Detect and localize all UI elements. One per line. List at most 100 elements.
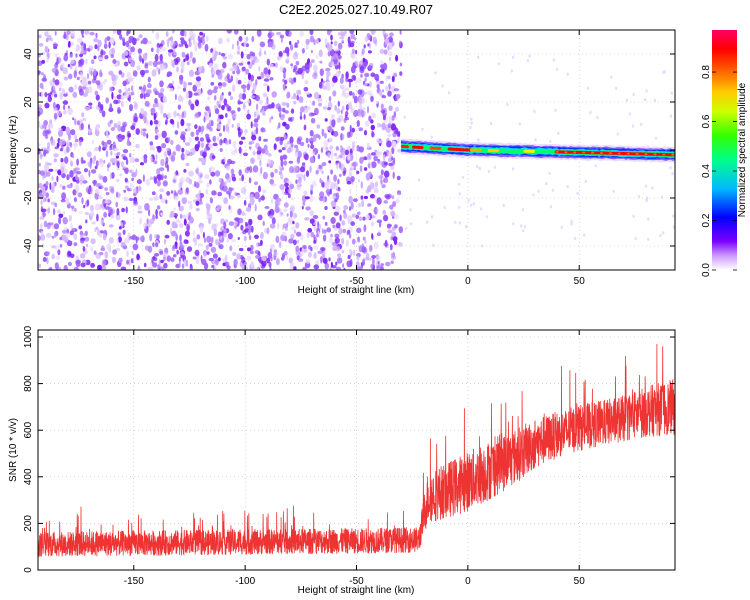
noise-speckle <box>317 250 323 254</box>
noise-speckle <box>190 131 195 137</box>
noise-speckle <box>91 140 94 144</box>
noise-speckle <box>140 107 145 115</box>
noise-speckle <box>195 129 200 136</box>
snr-x-axis-label: Height of straight line (km) <box>298 585 415 596</box>
colorbar-tick-label: 0.8 <box>701 65 712 79</box>
noise-speckle <box>175 245 178 250</box>
noise-speckle <box>256 150 262 155</box>
noise-speckle <box>280 211 283 216</box>
noise-speckle <box>171 230 177 237</box>
noise-speckle <box>533 109 536 113</box>
noise-speckle <box>643 98 647 102</box>
noise-speckle <box>361 107 366 111</box>
noise-speckle <box>317 154 321 160</box>
noise-speckle <box>269 63 274 68</box>
noise-speckle <box>248 177 252 184</box>
noise-speckle <box>263 50 267 55</box>
noise-speckle <box>67 105 70 109</box>
signal-core <box>404 145 409 149</box>
colorbar-tick-label: 0.6 <box>701 114 712 128</box>
noise-speckle <box>383 161 389 166</box>
noise-speckle <box>159 188 164 193</box>
noise-speckle <box>387 90 392 97</box>
noise-speckle <box>117 120 122 127</box>
noise-speckle <box>332 245 338 252</box>
noise-speckle <box>218 257 221 262</box>
noise-speckle <box>313 64 318 72</box>
noise-speckle <box>200 126 204 135</box>
noise-speckle <box>359 89 365 98</box>
noise-speckle <box>477 138 480 142</box>
noise-speckle <box>250 74 254 82</box>
noise-speckle <box>62 100 69 105</box>
noise-speckle <box>392 171 395 179</box>
noise-speckle <box>242 230 247 235</box>
signal-core <box>601 151 607 155</box>
noise-speckle <box>122 41 126 47</box>
noise-speckle <box>290 108 295 114</box>
noise-speckle <box>289 40 292 46</box>
noise-speckle <box>149 233 153 242</box>
noise-speckle <box>104 187 108 191</box>
noise-speckle <box>95 160 99 167</box>
noise-speckle <box>212 142 218 147</box>
noise-speckle <box>148 197 154 201</box>
noise-speckle <box>361 48 365 55</box>
noise-speckle <box>155 209 158 216</box>
noise-speckle <box>358 127 364 132</box>
noise-speckle <box>383 200 389 204</box>
noise-speckle <box>312 180 317 188</box>
noise-speckle <box>392 251 396 258</box>
noise-speckle <box>227 233 233 240</box>
noise-speckle <box>207 96 211 101</box>
noise-speckle <box>261 255 267 262</box>
noise-speckle <box>351 162 357 167</box>
noise-speckle <box>47 123 54 129</box>
noise-speckle <box>201 161 206 166</box>
noise-speckle <box>225 123 229 132</box>
noise-speckle <box>58 87 62 92</box>
noise-speckle <box>380 64 384 69</box>
noise-speckle <box>297 150 302 159</box>
noise-speckle <box>263 83 268 87</box>
noise-speckle <box>309 129 314 137</box>
noise-speckle <box>356 120 360 127</box>
noise-speckle <box>309 156 315 164</box>
noise-speckle <box>93 55 97 60</box>
noise-speckle <box>296 231 302 237</box>
noise-speckle <box>151 191 156 196</box>
noise-speckle <box>348 195 353 204</box>
noise-speckle <box>116 208 120 216</box>
noise-speckle <box>247 247 251 252</box>
noise-speckle <box>191 33 197 38</box>
noise-speckle <box>315 233 319 238</box>
noise-speckle <box>156 66 160 72</box>
noise-speckle <box>156 42 160 49</box>
noise-speckle <box>326 188 330 197</box>
noise-speckle <box>184 31 187 37</box>
noise-speckle <box>295 61 300 66</box>
noise-speckle <box>279 241 282 249</box>
noise-speckle <box>470 203 473 207</box>
noise-speckle <box>54 262 59 270</box>
noise-speckle <box>226 37 230 43</box>
noise-speckle <box>105 199 111 204</box>
noise-speckle <box>350 176 355 183</box>
noise-speckle <box>296 89 302 96</box>
noise-speckle <box>122 80 127 87</box>
noise-speckle <box>255 254 260 259</box>
noise-speckle <box>140 128 144 136</box>
noise-speckle <box>284 182 289 187</box>
noise-speckle <box>306 38 309 42</box>
noise-speckle <box>329 145 334 150</box>
noise-speckle <box>75 53 78 58</box>
noise-speckle <box>56 142 60 148</box>
noise-speckle <box>75 48 79 52</box>
noise-speckle <box>156 174 162 180</box>
noise-speckle <box>149 176 154 180</box>
noise-speckle <box>59 81 63 88</box>
noise-speckle <box>325 146 329 152</box>
noise-speckle <box>129 156 135 164</box>
noise-speckle <box>115 247 121 252</box>
noise-speckle <box>120 94 125 100</box>
